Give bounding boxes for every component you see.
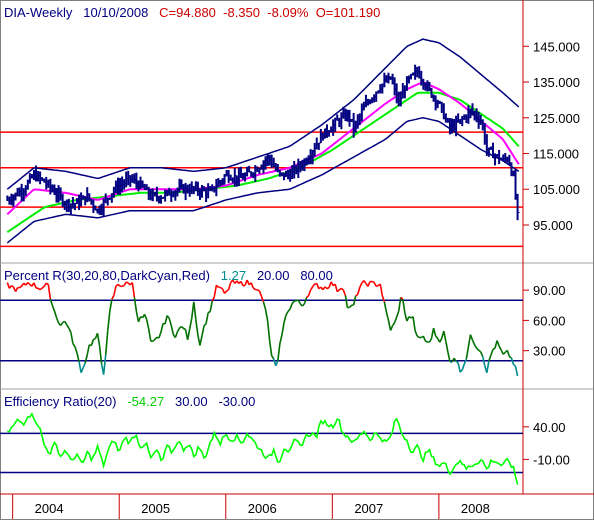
chart-header: DIA-Weekly 10/10/2008 C=94.880 -8.350 -8… xyxy=(4,5,380,20)
price-y-tick-label: 135.000 xyxy=(533,75,580,90)
percent-r-segment xyxy=(372,281,374,282)
percent-r-y-tick-label: 30.00 xyxy=(533,344,566,359)
percent-r-lower: 20.00 xyxy=(257,268,290,283)
percent-r-segment xyxy=(220,288,222,289)
percent-r-segment xyxy=(327,288,329,289)
percent-r-y-tick-label: 60.00 xyxy=(533,313,566,328)
percent-r-segment xyxy=(93,338,95,339)
close-label: C=94.880 xyxy=(159,5,216,20)
price-y-tick-label: 115.000 xyxy=(533,147,579,162)
date-label: 10/10/2008 xyxy=(83,5,148,20)
x-tick-label: 2007 xyxy=(354,501,383,516)
percent-r-segment xyxy=(425,341,427,342)
price-y-tick-label: 125.000 xyxy=(533,111,580,126)
x-tick-label: 2005 xyxy=(141,501,170,516)
x-tick-label: 2004 xyxy=(35,501,64,516)
efficiency-label: Efficiency Ratio(20) xyxy=(4,394,116,409)
efficiency-y-tick-label: -10.00 xyxy=(533,452,570,467)
percent-r-segment xyxy=(46,283,48,284)
percent-r-segment xyxy=(493,348,495,349)
price-y-tick-label: 145.000 xyxy=(533,39,580,54)
change-pct-label: -8.09% xyxy=(267,5,308,20)
percent-r-label: Percent R(30,20,80,DarkCyan,Red) xyxy=(4,268,210,283)
efficiency-lower: -30.00 xyxy=(218,394,255,409)
percent-r-header: Percent R(30,20,80,DarkCyan,Red) 1.27 20… xyxy=(4,268,333,283)
x-tick-label: 2006 xyxy=(248,501,277,516)
percent-r-segment xyxy=(184,328,186,329)
efficiency-value: -54.27 xyxy=(127,394,164,409)
efficiency-y-tick-label: 40.00 xyxy=(533,420,566,435)
percent-r-upper: 80.00 xyxy=(300,268,333,283)
efficiency-upper: 30.00 xyxy=(175,394,208,409)
open-label: O=101.190 xyxy=(316,5,381,20)
percent-r-segment xyxy=(376,286,378,287)
percent-r-y-tick-label: 90.00 xyxy=(533,283,566,298)
percent-r-value: 1.27 xyxy=(221,268,246,283)
change-label: -8.350 xyxy=(223,5,260,20)
percent-r-segment xyxy=(122,285,124,286)
percent-r-segment xyxy=(11,286,13,287)
efficiency-header: Efficiency Ratio(20) -54.27 30.00 -30.00 xyxy=(4,394,255,409)
symbol-label: DIA-Weekly xyxy=(4,5,72,20)
price-y-tick-label: 95.000 xyxy=(533,218,573,233)
percent-r-segment xyxy=(257,290,259,291)
percent-r-segment xyxy=(208,312,210,313)
x-tick-label: 2008 xyxy=(461,501,490,516)
price-y-tick-label: 105.000 xyxy=(533,182,580,197)
percent-r-segment xyxy=(347,307,349,308)
